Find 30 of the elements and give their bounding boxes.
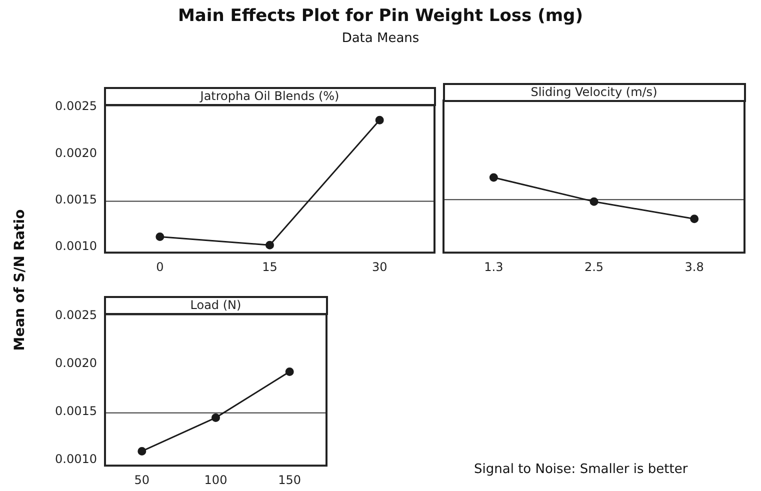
x-axis-title: Load (N) [104,296,328,316]
x-tick-label: 3.8 [684,260,704,274]
y-tick-label: 0.0010 [55,452,97,466]
x-axis-title: Jatropha Oil Blends (%) [104,87,436,106]
point [156,232,164,241]
point [138,446,146,456]
chart-subtitle: Data Means [340,31,420,46]
y-tick-label: 0.0020 [55,146,97,160]
x-tick-label: 2.5 [584,260,604,274]
point [285,367,294,376]
y-tick-label: 0.0025 [55,308,97,322]
point [266,240,274,250]
y-axis-title: Mean of S/N Ratio [12,208,28,353]
text: Signal to Noise: Smaller is better [474,462,688,477]
y-tick-label: 0.0025 [55,99,97,114]
point [375,116,384,124]
x-axis-title: Sliding Velocity (m/s) [442,82,746,102]
x-tick-label: 100 [204,472,228,487]
point [212,413,220,422]
y-tick-label: 0.0010 [55,239,97,254]
x-tick-label: 30 [372,260,388,274]
x-tick-label: 15 [262,260,278,274]
x-tick-label: 150 [278,472,302,487]
x-tick-label: 0 [156,260,164,274]
x-tick-label: 1.3 [484,260,504,274]
x-tick-label: 50 [134,472,150,487]
y-tick-label: 0.0015 [55,192,97,206]
y-tick-label: 0.0020 [55,356,97,370]
chart-title: Main Effects Plot for Pin Weight Loss (mg) [177,6,584,26]
y-tick-label: 0.0015 [55,404,97,418]
